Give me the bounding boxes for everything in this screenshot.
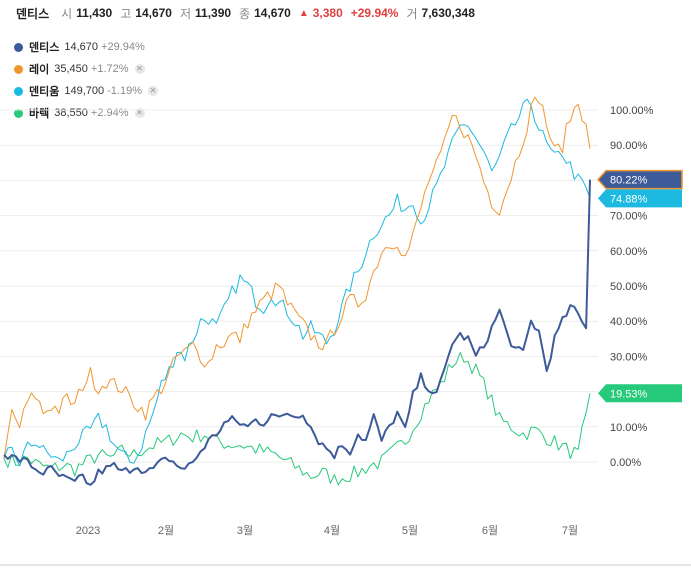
- value-tag-3: [598, 189, 682, 208]
- legend-item[interactable]: 덴티스 14,670 +29.94%: [14, 36, 158, 58]
- y-tick-label: 50.00%: [610, 281, 648, 293]
- value-tag-1: [596, 169, 683, 190]
- y-tick-label: 40.00%: [610, 316, 648, 328]
- legend-item[interactable]: 덴티움 149,700 -1.19% ✕: [14, 80, 158, 102]
- x-tick-label: 7월: [562, 524, 578, 537]
- stock-name: 덴티스: [16, 6, 50, 21]
- y-tick-label: 10.00%: [610, 422, 648, 434]
- change-value: 3,380: [312, 6, 343, 20]
- chart-legend: 덴티스 14,670 +29.94% 레이 35,450 +1.72% ✕ 덴티…: [14, 36, 158, 124]
- volume-value: 7,630,348: [421, 6, 475, 20]
- series-dot-icon: [14, 64, 23, 74]
- y-tick-label: 0.00%: [610, 457, 641, 469]
- series-line-1: [3, 179, 591, 486]
- close-value: 14,670: [254, 6, 291, 20]
- x-tick-label: 2023: [76, 525, 100, 537]
- y-tick-label: 60.00%: [610, 246, 648, 258]
- legend-series-price: 14,670: [64, 41, 99, 53]
- change-percent: +29.94%: [350, 6, 399, 20]
- low-value: 11,390: [195, 6, 232, 20]
- legend-series-change: +1.72%: [90, 63, 129, 75]
- value-tag-label: 74.88%: [610, 193, 648, 205]
- open-label: 시: [61, 6, 73, 21]
- volume-label: 거: [406, 6, 418, 21]
- value-tag-4: [598, 384, 682, 403]
- legend-series-name: 레이: [29, 64, 50, 76]
- low-label: 저: [179, 6, 192, 21]
- series-line-3: [3, 98, 591, 467]
- close-label: 종: [239, 6, 251, 21]
- series-dot-icon: [14, 108, 23, 118]
- legend-series-change: +29.94%: [101, 41, 145, 53]
- remove-series-button[interactable]: ✕: [134, 64, 145, 74]
- y-tick-label: 90.00%: [610, 140, 648, 152]
- legend-series-change: -1.19%: [107, 85, 142, 97]
- legend-series-name: 덴티스: [29, 42, 60, 54]
- up-triangle-icon: ▲: [298, 7, 309, 19]
- x-tick-label: 4월: [324, 524, 340, 537]
- x-tick-label: 6월: [482, 524, 498, 537]
- x-tick-label: 2월: [158, 524, 174, 537]
- legend-series-price: 149,700: [64, 85, 105, 97]
- legend-series-price: 35,450: [54, 63, 88, 75]
- remove-series-button[interactable]: ✕: [148, 86, 158, 96]
- y-tick-label: 100.00%: [610, 105, 654, 117]
- y-tick-label: 30.00%: [610, 351, 648, 363]
- series-line-2: [3, 96, 591, 459]
- price-summary-bar: 덴티스 시 11,430 고 14,670 저 11,390 종 14,670 …: [16, 4, 479, 22]
- high-value: 14,670: [135, 6, 172, 20]
- series-line-4: [3, 352, 591, 486]
- x-tick-label: 5월: [402, 524, 418, 537]
- legend-series-name: 바텍: [29, 108, 50, 120]
- series-dot-icon: [14, 86, 23, 96]
- value-tag-label: 80.22%: [610, 175, 648, 187]
- x-tick-label: 3월: [237, 524, 253, 537]
- series-dot-icon: [14, 42, 23, 52]
- remove-series-button[interactable]: ✕: [134, 108, 145, 118]
- value-tag-label: 19.53%: [610, 388, 648, 400]
- legend-series-name: 덴티움: [29, 86, 60, 98]
- y-tick-label: 70.00%: [610, 211, 648, 223]
- open-value: 11,430: [76, 6, 113, 20]
- high-label: 고: [120, 6, 132, 21]
- legend-item[interactable]: 레이 35,450 +1.72% ✕: [14, 58, 158, 80]
